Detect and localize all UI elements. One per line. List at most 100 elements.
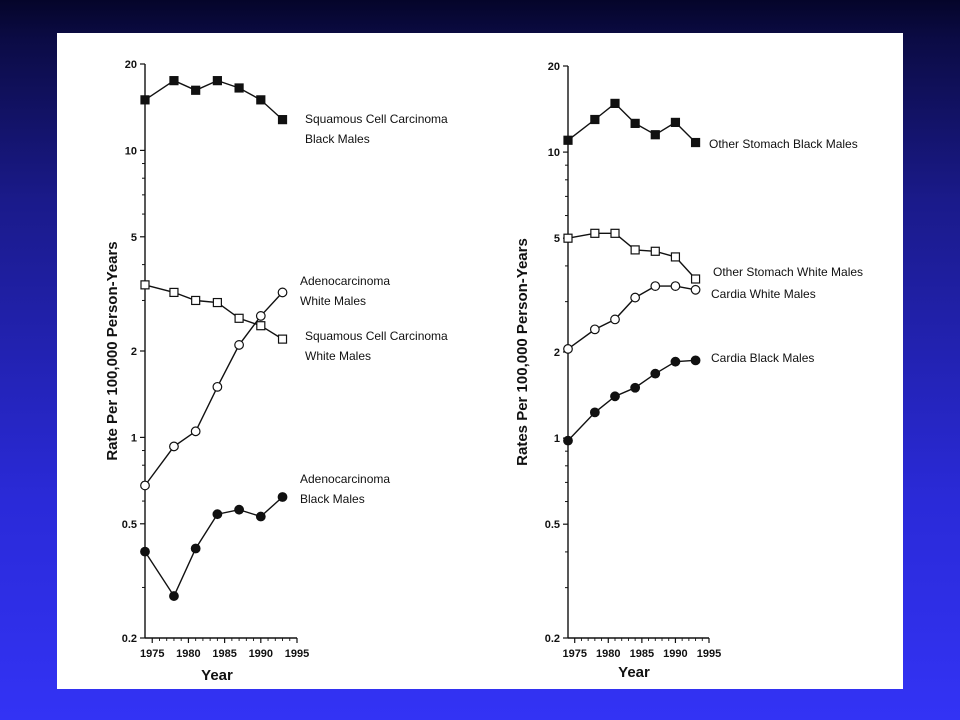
chart1-series-1-label: Other Stomach White Males: [713, 265, 863, 279]
chart0-series-2-point: [190, 426, 201, 437]
chart0-series-3-point: [277, 492, 288, 502]
chart1-series-3-point: [630, 382, 641, 393]
chart0-series-0-point: [256, 95, 266, 105]
chart1-series-3-line: [567, 359, 696, 442]
chart1-series-3-label: Cardia Black Males: [711, 351, 814, 365]
chart1-series-0-point: [563, 135, 573, 145]
chart1-series-2-point: [610, 314, 620, 325]
chart1-y-tick-label: 1: [554, 433, 560, 445]
chart0-series-2-point: [140, 480, 150, 491]
chart0-series-2-point: [169, 441, 179, 452]
chart0-y-tick-label: 5: [131, 232, 137, 244]
chart0-series-0-label: Black Males: [305, 132, 370, 146]
chart1-series-3-point: [690, 355, 701, 366]
chart1-series-0-point: [690, 137, 701, 148]
chart1-y-tick-label: 0.5: [545, 519, 560, 531]
chart0-series-1-point: [234, 313, 244, 323]
chart0-series-2-label: Adenocarcinoma: [300, 274, 390, 288]
chart1-series-0-point: [670, 117, 681, 128]
chart1-series-1-point: [610, 228, 620, 238]
chart1-series-0-label: Other Stomach Black Males: [709, 137, 858, 151]
chart0-x-tick-label: 1975: [140, 648, 164, 660]
chart1-series-3-point: [589, 407, 600, 418]
chart1-series-3-point: [610, 391, 620, 402]
chart0-series-3-point: [169, 591, 179, 601]
chart1-series-3-point: [563, 435, 573, 446]
chart1-x-tick-label: 1985: [630, 648, 654, 660]
chart0-x-tick-label: 1985: [212, 648, 236, 660]
chart1-x-tick-label: 1990: [663, 648, 687, 660]
chart0-series-2-point: [212, 381, 223, 392]
chart0-series-3-point: [255, 511, 266, 522]
chart0-series-1-point: [140, 280, 150, 290]
chart0-series-1-point: [169, 287, 179, 298]
chart1-y-tick-label: 5: [554, 233, 560, 245]
chart0-series-3-label: Adenocarcinoma: [300, 472, 390, 486]
chart0-series-2-point: [255, 311, 266, 321]
chart1-x-axis-title: Year: [618, 664, 650, 681]
chart1-series-1-point: [690, 274, 701, 284]
chart1-series-0-point: [590, 114, 600, 125]
chart1-series-1-point: [590, 228, 600, 238]
chart0-series-0-point: [191, 85, 201, 95]
chart1-series-2-point: [690, 284, 701, 295]
chart1-series-1-point: [630, 245, 640, 255]
chart1-y-tick-label: 2: [554, 347, 560, 359]
chart0-y-tick-label: 20: [125, 59, 137, 71]
chart0-series-0-label: Squamous Cell Carcinoma: [305, 112, 448, 126]
chart0-series-3-point: [212, 509, 223, 520]
chart0-y-tick-label: 10: [125, 145, 137, 157]
chart0-series-1-point: [256, 321, 266, 331]
chart1-series-1-point: [563, 233, 573, 243]
chart0-series-2-label: White Males: [300, 294, 366, 308]
chart1-series-2-label: Cardia White Males: [711, 287, 816, 301]
chart0-series-1-point: [191, 295, 201, 306]
chart1-x-tick-label: 1980: [596, 648, 620, 660]
chart0-y-tick-label: 2: [131, 346, 137, 358]
chart0-x-tick-label: 1990: [249, 648, 273, 660]
chart0-series-3-point: [140, 546, 150, 557]
chart1-series-2-point: [650, 281, 661, 291]
chart0-y-axis-title: Rate Per 100,000 Person-Years: [104, 241, 121, 460]
chart1-series-3-point: [670, 356, 681, 367]
chart0-y-tick-label: 0.2: [122, 633, 137, 645]
chart0-x-tick-label: 1995: [285, 648, 309, 660]
chart0-y-tick-label: 1: [131, 432, 137, 444]
chart0-series-1-label: Squamous Cell Carcinoma: [305, 329, 448, 343]
chart1-series-0-point: [650, 130, 660, 140]
chart0-series-0-point: [140, 95, 150, 105]
chart0-series-1-point: [212, 297, 222, 308]
chart1-series-2-point: [563, 344, 573, 354]
chart0-series-3-point: [234, 504, 244, 515]
chart0-y-tick-label: 0.5: [122, 519, 137, 531]
chart1-x-tick-label: 1975: [562, 648, 586, 660]
chart0-series-0-point: [212, 76, 222, 86]
chart1-y-tick-label: 10: [548, 147, 560, 159]
chart1-series-0-point: [630, 118, 640, 128]
chart0-series-0-point: [277, 115, 288, 125]
chart1-y-axis-title: Rates Per 100,000 Person-Years: [514, 238, 531, 466]
chart0-series-3-label: Black Males: [300, 492, 365, 506]
chart0-x-tick-label: 1980: [176, 648, 200, 660]
chart0-series-0-point: [234, 83, 244, 93]
chart0-x-axis-title: Year: [201, 667, 233, 684]
chart1-series-2-point: [630, 292, 641, 303]
chart1-y-tick-label: 20: [548, 61, 560, 73]
charts-svg: 0.2 0.5 1 2 5 10 20 1975 1980 1985 1990 1995 Year Rat…: [104, 59, 863, 684]
chart0-series-3-point: [190, 543, 201, 554]
chart1-series-3-point: [650, 368, 661, 379]
chart1-series-1-point: [670, 252, 681, 262]
chart0-series-2-point: [277, 287, 288, 298]
chart1-x-tick-label: 1995: [697, 648, 721, 660]
chart1-y-tick-label: 0.2: [545, 633, 560, 645]
chart1-series-0-point: [610, 98, 620, 108]
chart0-series-1-point: [277, 334, 288, 344]
chart0-series-1-label: White Males: [305, 349, 371, 363]
chart1-series-2-point: [589, 324, 600, 335]
chart1-series-2-point: [670, 281, 681, 291]
chart0-series-0-point: [169, 76, 179, 86]
figure-panel: 0.2 0.5 1 2 5 10 20 1975 1980 1985 1990 1995 Year Rat…: [57, 33, 903, 689]
chart1-series-1-point: [650, 246, 660, 256]
chart0-series-2-point: [234, 340, 244, 350]
